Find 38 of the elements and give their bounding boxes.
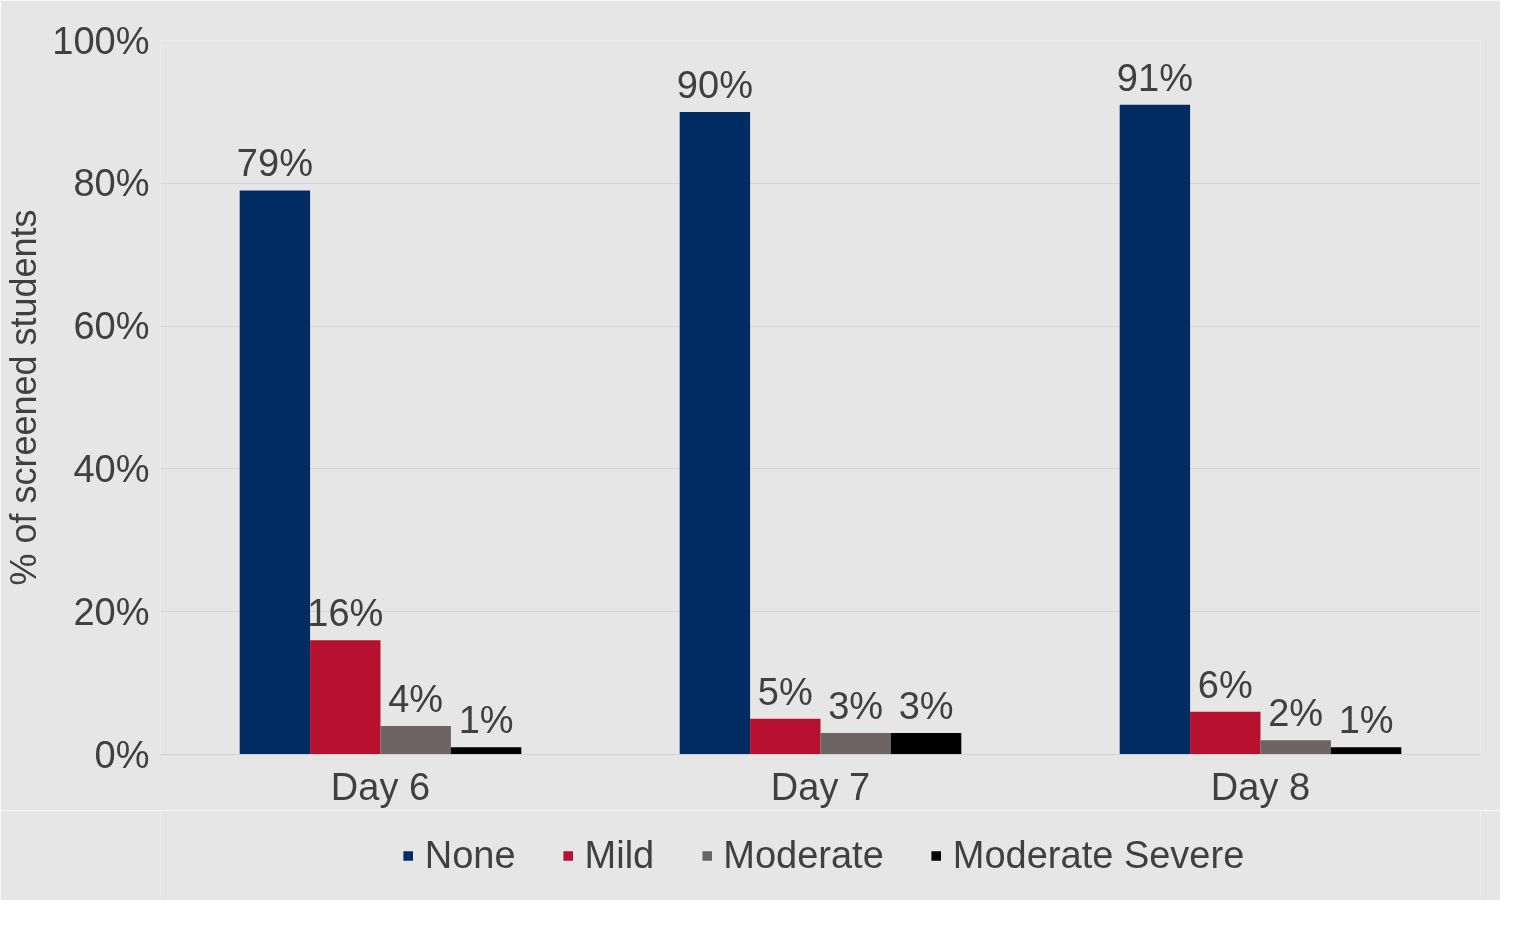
bar (310, 640, 381, 755)
bar (1190, 711, 1261, 755)
x-tick-label: Day 6 (330, 765, 431, 808)
y-tick-label: 0% (94, 733, 150, 776)
data-label: 5% (757, 670, 813, 713)
data-label: 2% (1268, 692, 1324, 735)
data-label: 6% (1197, 663, 1253, 706)
bar (820, 733, 891, 755)
y-tick-label: 40% (73, 447, 150, 490)
y-tick-label: 20% (73, 590, 150, 633)
x-tick-label: Day 7 (770, 765, 871, 808)
data-label: 1% (458, 699, 514, 742)
y-tick-label: 80% (73, 162, 150, 205)
bar (679, 111, 751, 755)
y-axis-title: % of screened students (3, 209, 45, 586)
legend-label: Moderate Severe (952, 833, 1245, 877)
bar (1260, 740, 1331, 755)
legend-label: Mild (584, 833, 655, 877)
bar (1119, 104, 1191, 755)
bar (890, 733, 962, 755)
data-label: 3% (828, 685, 884, 728)
data-label: 4% (388, 677, 444, 720)
bar (380, 725, 451, 755)
y-tick-label: 100% (52, 19, 150, 62)
legend-label: Moderate (723, 833, 884, 877)
data-label: 91% (1116, 56, 1193, 99)
bar (239, 190, 311, 755)
data-label: 90% (676, 63, 753, 106)
y-tick-label: 60% (73, 305, 150, 348)
bar (1330, 747, 1402, 755)
legend-label: None (424, 833, 516, 877)
data-label: 16% (307, 592, 384, 635)
data-label: 3% (898, 685, 954, 728)
x-tick-label: Day 8 (1210, 765, 1311, 808)
bar (450, 747, 522, 755)
bar (750, 718, 821, 755)
data-label: 1% (1338, 699, 1394, 742)
data-label: 79% (236, 142, 313, 185)
